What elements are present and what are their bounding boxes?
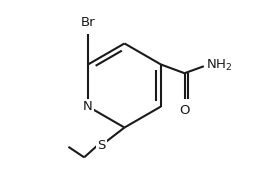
Text: Br: Br [81, 16, 95, 29]
Text: N: N [83, 100, 93, 113]
Text: NH$_2$: NH$_2$ [207, 58, 233, 73]
Text: O: O [179, 104, 190, 117]
Text: S: S [97, 138, 106, 152]
